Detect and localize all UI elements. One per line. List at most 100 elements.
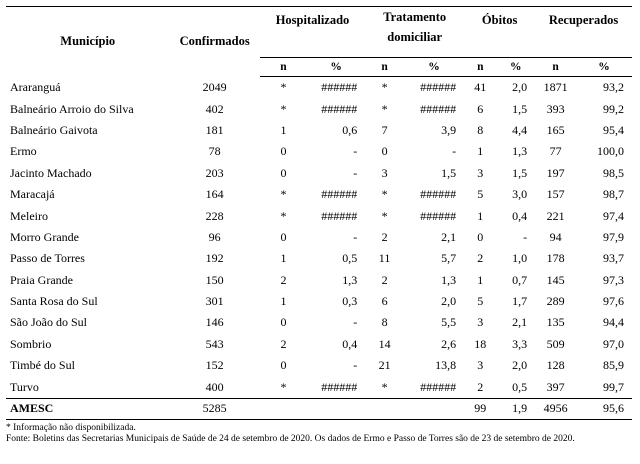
- subheader-pct: %: [403, 57, 465, 77]
- hospitalizado-n-cell: 0: [280, 165, 287, 180]
- obitos-n-cell: 2: [477, 379, 484, 394]
- obitos-n-cell: 41: [474, 80, 487, 95]
- obitos-pct-cell: 0,4: [512, 208, 528, 223]
- recuperados-n-cell: 4956: [535, 397, 576, 420]
- tratamento-n-cell: *: [381, 208, 388, 223]
- recuperados-n-cell: 135: [546, 315, 565, 330]
- municipio-cell: Ermo: [10, 144, 37, 159]
- recuperados-n-cell: 145: [546, 272, 565, 287]
- tratamento-n-cell: 8: [381, 315, 388, 330]
- tratamento-n-cell: *: [381, 187, 388, 202]
- header-recuperados: Recuperados: [548, 13, 619, 27]
- subheader-n: n: [535, 57, 576, 77]
- tratamento-n-cell: 2: [381, 229, 388, 244]
- confirmados-cell: 164: [205, 187, 224, 202]
- hospitalizado-pct-cell: 1,3: [342, 272, 358, 287]
- table-row: Santa Rosa do Sul 301 1 0,3 6 2,0 5 1,7 289 97,6: [6, 291, 632, 312]
- hospitalizado-n-cell: *: [280, 80, 287, 95]
- recuperados-n-cell: 178: [546, 251, 565, 266]
- table-header-row: Município Confirmados Hospitalizado Trat…: [6, 6, 632, 58]
- tratamento-n-cell: *: [381, 80, 388, 95]
- obitos-pct-cell: 1,5: [512, 101, 528, 116]
- obitos-n-cell: 1: [477, 144, 484, 159]
- tratamento-n-cell: [365, 397, 404, 420]
- confirmados-cell: 2049: [202, 79, 227, 94]
- tratamento-pct-cell: 5,7: [441, 251, 457, 266]
- tratamento-pct-cell: ######: [420, 80, 457, 95]
- tratamento-pct-cell: ######: [420, 208, 457, 223]
- obitos-pct-cell: 2,0: [512, 80, 528, 95]
- hospitalizado-pct-cell: -: [353, 315, 358, 330]
- obitos-n-cell: 1: [477, 208, 484, 223]
- recuperados-n-cell: 289: [546, 294, 565, 309]
- confirmados-cell: 152: [205, 358, 224, 373]
- confirmados-cell: 150: [205, 272, 224, 287]
- hospitalizado-n-cell: 0: [280, 229, 287, 244]
- obitos-pct-cell: 1,7: [512, 294, 528, 309]
- hospitalizado-n-cell: *: [280, 208, 287, 223]
- tratamento-pct-cell: 5,5: [441, 315, 457, 330]
- hospitalizado-pct-cell: ######: [321, 101, 358, 116]
- obitos-pct-cell: 3,0: [512, 187, 528, 202]
- tratamento-n-cell: 7: [381, 122, 388, 137]
- confirmados-cell: 78: [208, 144, 221, 159]
- hospitalizado-pct-cell: ######: [321, 208, 358, 223]
- confirmados-cell: 5285: [169, 397, 260, 420]
- recuperados-n-cell: 157: [546, 187, 565, 202]
- recuperados-n-cell: 94: [549, 229, 562, 244]
- recuperados-pct-cell: 99,7: [603, 379, 624, 394]
- recuperados-pct-cell: 97,9: [603, 229, 624, 244]
- header-hospitalizado: Hospitalizado: [275, 13, 350, 27]
- tratamento-pct-cell: 2,6: [441, 336, 457, 351]
- municipio-cell: Passo de Torres: [10, 251, 85, 266]
- table-row: Balneário Gaivota 181 1 0,6 7 3,9 8 4,4 165 95,4: [6, 120, 632, 141]
- obitos-n-cell: 3: [477, 315, 484, 330]
- hospitalizado-n-cell: *: [280, 379, 287, 394]
- recuperados-n-cell: 197: [546, 165, 565, 180]
- obitos-pct-cell: 0,5: [512, 379, 528, 394]
- hospitalizado-pct-cell: -: [353, 229, 358, 244]
- covid-table: Município Confirmados Hospitalizado Trat…: [6, 6, 632, 420]
- hospitalizado-pct-cell: 0,4: [342, 336, 358, 351]
- recuperados-pct-cell: 93,2: [603, 80, 624, 95]
- recuperados-pct-cell: 93,7: [603, 251, 624, 266]
- obitos-n-cell: 5: [477, 187, 484, 202]
- hospitalizado-pct-cell: -: [353, 165, 358, 180]
- obitos-pct-cell: 4,4: [512, 122, 528, 137]
- subheader-n: n: [259, 57, 308, 77]
- municipio-cell: Turvo: [10, 379, 39, 394]
- hospitalizado-pct-cell: [307, 397, 366, 420]
- hospitalizado-pct-cell: 0,3: [342, 294, 358, 309]
- table-row: Morro Grande 96 0 - 2 2,1 0 - 94 97,9: [6, 227, 632, 248]
- tratamento-n-cell: 6: [381, 294, 388, 309]
- obitos-pct-cell: 0,7: [512, 272, 528, 287]
- table-body: Araranguá 2049 * ###### * ###### 41 2,0 1871 93,2…: [6, 77, 632, 420]
- table-row: Praia Grande 150 2 1,3 2 1,3 1 0,7 145 97,3: [6, 270, 632, 291]
- confirmados-cell: 192: [205, 251, 224, 266]
- subheader-n: n: [464, 57, 497, 77]
- obitos-n-cell: 3: [477, 165, 484, 180]
- obitos-n-cell: 3: [477, 358, 484, 373]
- hospitalizado-pct-cell: -: [353, 144, 358, 159]
- table-row: Timbé do Sul 152 0 - 21 13,8 3 2,0 128 85,9: [6, 355, 632, 376]
- table-row: Meleiro 228 * ###### * ###### 1 0,4 221 97,4: [6, 205, 632, 226]
- tratamento-pct-cell: ######: [420, 187, 457, 202]
- tratamento-pct-cell: [403, 397, 465, 420]
- recuperados-n-cell: 165: [546, 122, 565, 137]
- recuperados-n-cell: 397: [546, 379, 565, 394]
- hospitalizado-pct-cell: ######: [321, 80, 358, 95]
- recuperados-pct-cell: 95,6: [576, 397, 632, 420]
- table-row: Maracajá 164 * ###### * ###### 5 3,0 157 98,7: [6, 184, 632, 205]
- recuperados-pct-cell: 97,4: [603, 208, 624, 223]
- hospitalizado-pct-cell: ######: [321, 187, 358, 202]
- tratamento-pct-cell: 2,0: [441, 294, 457, 309]
- tratamento-pct-cell: 1,5: [441, 165, 457, 180]
- tratamento-n-cell: 11: [378, 251, 391, 266]
- table-notes: * Informação não disponibilizada. Fonte:…: [6, 423, 636, 444]
- obitos-n-cell: 5: [477, 294, 484, 309]
- tratamento-pct-cell: ######: [420, 101, 457, 116]
- confirmados-cell: 96: [208, 229, 221, 244]
- subheader-n: n: [365, 57, 404, 77]
- obitos-pct-cell: 2,1: [512, 315, 528, 330]
- recuperados-pct-cell: 99,2: [603, 101, 624, 116]
